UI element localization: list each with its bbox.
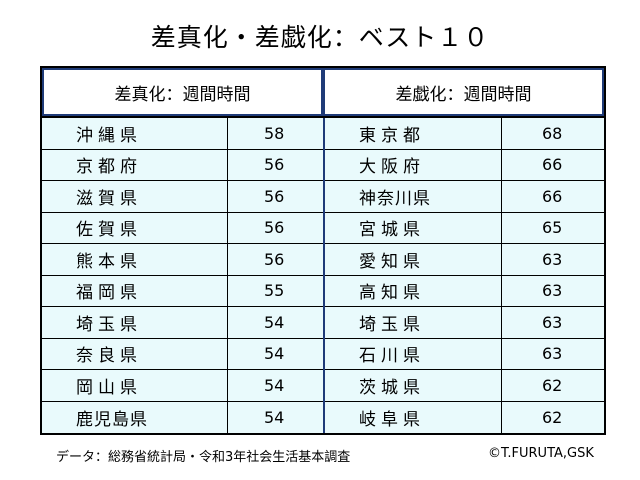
table-row: 滋賀県 56 [42, 181, 323, 213]
hours-value: 58 [264, 123, 285, 143]
table-row: 熊本県 56 [42, 244, 323, 276]
hours-value: 63 [542, 281, 563, 301]
prefecture-name: 埼玉県 [42, 307, 228, 338]
hours-value: 66 [542, 155, 563, 175]
hours-value: 56 [264, 155, 285, 175]
prefecture-name: 石川県 [325, 338, 502, 369]
hours-value: 62 [542, 375, 563, 395]
prefecture-name: 愛知県 [325, 244, 502, 275]
ranking-table: 差真化：週間時間 差戯化：週間時間 沖縄県 58 京都府 56 滋賀県 56 佐… [40, 66, 606, 435]
prefecture-name: 鹿児島県 [42, 401, 228, 433]
prefecture-name: 福岡県 [42, 275, 228, 306]
prefecture-name: 大阪府 [325, 149, 502, 180]
hours-value: 68 [542, 123, 563, 143]
source-note: データ：総務省統計局・令和3年社会生活基本調査 [56, 450, 351, 465]
hours-value: 54 [264, 375, 285, 395]
hours-value: 54 [264, 344, 285, 364]
header-right: 差戯化：週間時間 [323, 68, 604, 116]
hours-value: 54 [264, 312, 285, 332]
table-row: 佐賀県 56 [42, 212, 323, 244]
table-row: 東京都 68 [325, 118, 604, 150]
table-row: 沖縄県 58 [42, 118, 323, 150]
prefecture-name: 熊本県 [42, 244, 228, 275]
hours-value: 54 [264, 407, 285, 427]
hours-value: 62 [542, 407, 563, 427]
hours-value: 56 [264, 218, 285, 238]
prefecture-name: 高知県 [325, 275, 502, 306]
table-row: 奈良県 54 [42, 338, 323, 370]
right-column: 東京都 68 大阪府 66 神奈川県 66 宮城県 65 愛知県 63 高知県 … [323, 118, 604, 433]
table-row: 宮城県 65 [325, 212, 604, 244]
hours-value: 66 [542, 186, 563, 206]
hours-value: 65 [542, 218, 563, 238]
table-row: 京都府 56 [42, 149, 323, 181]
prefecture-name: 岐阜県 [325, 401, 502, 433]
table-row: 茨城県 62 [325, 370, 604, 402]
prefecture-name: 奈良県 [42, 338, 228, 369]
prefecture-name: 佐賀県 [42, 212, 228, 243]
copyright-note: ©T.FURUTA,GSK [488, 446, 594, 461]
table-row: 愛知県 63 [325, 244, 604, 276]
table-row: 埼玉県 63 [325, 307, 604, 339]
hours-value: 55 [264, 281, 285, 301]
prefecture-name: 滋賀県 [42, 181, 228, 212]
hours-value: 56 [264, 186, 285, 206]
table-row: 大阪府 66 [325, 149, 604, 181]
table-row: 岐阜県 62 [325, 401, 604, 433]
table-row: 石川県 63 [325, 338, 604, 370]
prefecture-name: 宮城県 [325, 212, 502, 243]
table-body: 沖縄県 58 京都府 56 滋賀県 56 佐賀県 56 熊本県 56 福岡県 5… [42, 116, 604, 433]
page-title: 差真化・差戯化：ベスト１０ [150, 23, 490, 52]
prefecture-name: 京都府 [42, 149, 228, 180]
prefecture-name: 岡山県 [42, 370, 228, 401]
table-row: 岡山県 54 [42, 370, 323, 402]
hours-value: 63 [542, 249, 563, 269]
hours-value: 63 [542, 312, 563, 332]
prefecture-name: 沖縄県 [42, 118, 228, 149]
table-row: 福岡県 55 [42, 275, 323, 307]
prefecture-name: 東京都 [325, 118, 502, 149]
hours-value: 63 [542, 344, 563, 364]
table-row: 鹿児島県 54 [42, 401, 323, 433]
prefecture-name: 神奈川県 [325, 181, 502, 212]
table-row: 埼玉県 54 [42, 307, 323, 339]
left-column: 沖縄県 58 京都府 56 滋賀県 56 佐賀県 56 熊本県 56 福岡県 5… [42, 118, 323, 433]
table-row: 神奈川県 66 [325, 181, 604, 213]
hours-value: 56 [264, 249, 285, 269]
header-left: 差真化：週間時間 [42, 68, 323, 116]
table-row: 高知県 63 [325, 275, 604, 307]
prefecture-name: 茨城県 [325, 370, 502, 401]
prefecture-name: 埼玉県 [325, 307, 502, 338]
